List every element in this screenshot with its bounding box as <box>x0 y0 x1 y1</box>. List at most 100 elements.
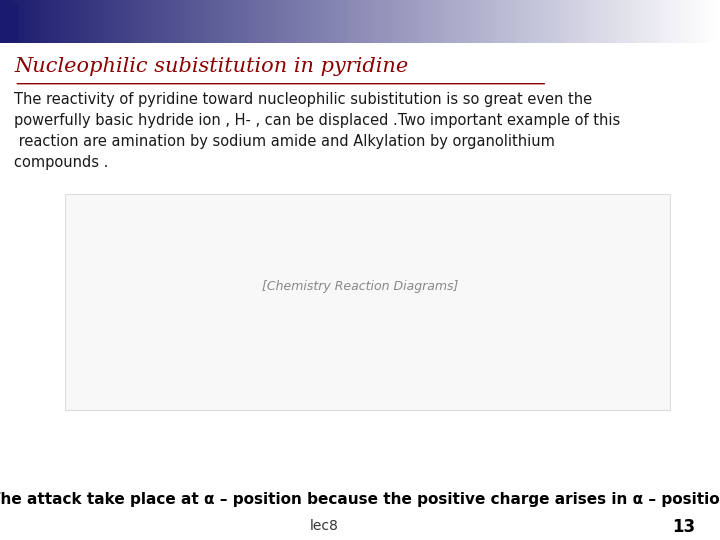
Bar <box>572 0 576 43</box>
Bar <box>0 0 4 43</box>
Bar <box>310 0 313 43</box>
Bar <box>691 0 695 43</box>
Bar <box>184 0 187 43</box>
Bar <box>439 0 443 43</box>
Bar <box>122 0 126 43</box>
Bar <box>562 0 565 43</box>
Bar <box>112 0 115 43</box>
Bar <box>158 0 162 43</box>
Bar <box>385 0 389 43</box>
Bar <box>342 0 346 43</box>
Bar <box>526 0 529 43</box>
Bar <box>346 0 349 43</box>
Bar <box>378 0 382 43</box>
Bar <box>659 0 662 43</box>
Bar <box>328 0 331 43</box>
Bar <box>292 0 295 43</box>
Bar <box>284 0 288 43</box>
Bar <box>331 0 335 43</box>
Bar <box>389 0 392 43</box>
Bar <box>241 0 245 43</box>
Bar <box>688 0 691 43</box>
Bar <box>7 0 11 43</box>
Bar <box>191 0 194 43</box>
Bar <box>623 0 626 43</box>
Bar <box>706 0 709 43</box>
Bar <box>421 0 425 43</box>
Bar <box>126 0 130 43</box>
Bar <box>583 0 587 43</box>
Bar <box>133 0 137 43</box>
Bar <box>248 0 252 43</box>
Bar <box>97 0 101 43</box>
Bar <box>544 0 547 43</box>
Bar <box>61 0 65 43</box>
Bar <box>634 0 637 43</box>
Bar <box>709 0 713 43</box>
Bar <box>115 0 119 43</box>
Bar <box>436 0 439 43</box>
Bar <box>65 0 68 43</box>
Bar <box>108 0 112 43</box>
Bar <box>1 3 19 40</box>
Bar <box>94 0 97 43</box>
Bar <box>266 0 270 43</box>
Bar <box>320 0 324 43</box>
Bar <box>576 0 580 43</box>
Bar <box>176 0 180 43</box>
Bar <box>230 0 234 43</box>
Bar <box>367 0 371 43</box>
Bar <box>202 0 205 43</box>
Bar <box>608 0 612 43</box>
Bar <box>238 0 241 43</box>
Bar <box>205 0 209 43</box>
Bar <box>173 0 176 43</box>
Bar <box>277 0 281 43</box>
Bar <box>209 0 212 43</box>
Text: lec8: lec8 <box>310 519 338 534</box>
Bar <box>198 0 202 43</box>
Bar <box>259 0 263 43</box>
Bar <box>558 0 562 43</box>
Bar <box>245 0 248 43</box>
Bar <box>598 0 601 43</box>
Bar <box>662 0 666 43</box>
Bar <box>223 0 227 43</box>
Bar <box>374 0 378 43</box>
Text: The reactivity of pyridine toward nucleophilic subistitution is so great even th: The reactivity of pyridine toward nucleo… <box>14 92 621 170</box>
Bar <box>637 0 641 43</box>
Bar <box>252 0 256 43</box>
Bar <box>414 0 418 43</box>
Bar <box>295 0 299 43</box>
Bar <box>468 0 472 43</box>
Bar <box>616 0 619 43</box>
Bar <box>554 0 558 43</box>
Bar <box>601 0 605 43</box>
Bar <box>695 0 698 43</box>
Bar <box>497 0 500 43</box>
Bar <box>482 0 486 43</box>
Bar <box>270 0 274 43</box>
Bar <box>418 0 421 43</box>
Bar <box>648 0 652 43</box>
Bar <box>227 0 230 43</box>
Bar <box>140 0 144 43</box>
Bar <box>587 0 590 43</box>
Bar <box>83 0 86 43</box>
Bar <box>644 0 648 43</box>
Bar <box>47 0 50 43</box>
Bar <box>14 0 18 43</box>
Bar <box>166 0 169 43</box>
Bar <box>155 0 158 43</box>
Bar <box>450 0 454 43</box>
Bar <box>335 0 338 43</box>
Bar <box>702 0 706 43</box>
Bar <box>54 0 58 43</box>
Bar <box>50 0 54 43</box>
Bar <box>256 0 259 43</box>
Bar <box>403 0 407 43</box>
Bar <box>580 0 583 43</box>
Bar <box>306 0 310 43</box>
Bar <box>475 0 479 43</box>
Bar <box>371 0 374 43</box>
